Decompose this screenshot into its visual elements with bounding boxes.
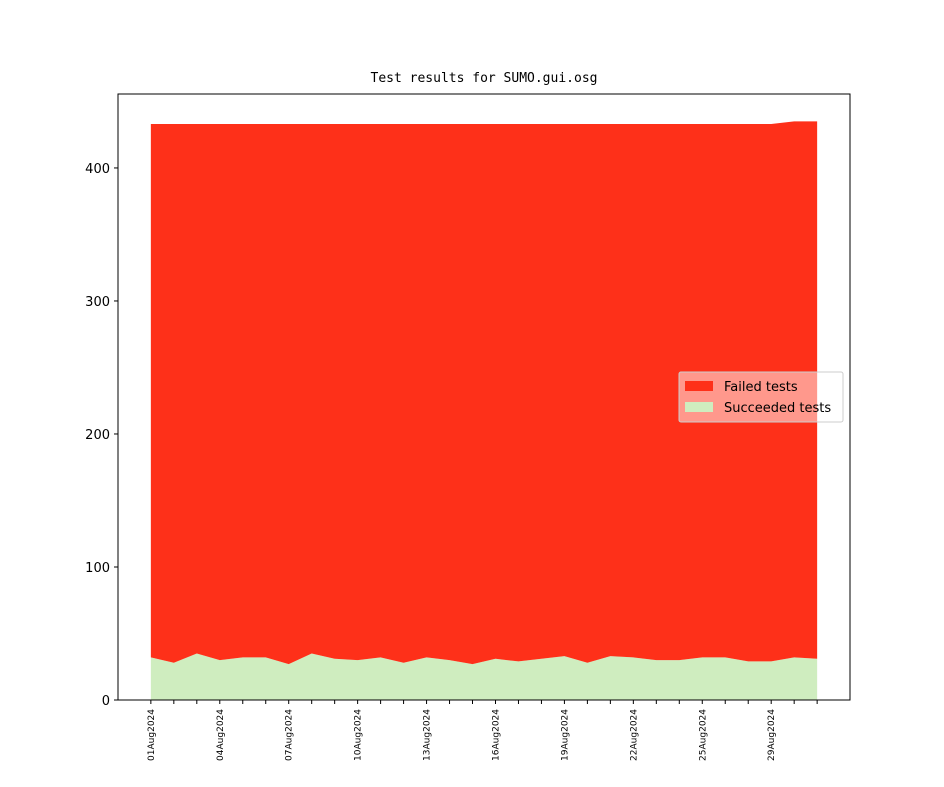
chart-title: Test results for SUMO.gui.osg: [371, 71, 598, 86]
x-tick-label: 10Aug2024: [354, 709, 364, 761]
x-tick-label: 19Aug2024: [560, 709, 570, 761]
area: [150, 653, 818, 700]
y-tick-label: 200: [85, 428, 110, 443]
legend-swatch: [685, 402, 713, 412]
legend-label: Failed tests: [724, 380, 798, 395]
x-tick-label: 13Aug2024: [423, 709, 433, 761]
x-tick-label: 29Aug2024: [767, 709, 777, 761]
y-tick-label: 400: [85, 162, 110, 177]
x-tick-label: 16Aug2024: [491, 709, 501, 761]
plot-frame: [117, 93, 851, 701]
x-tick-label: 01Aug2024: [147, 709, 157, 761]
legend-swatch: [685, 381, 713, 391]
y-tick-label: 0: [102, 694, 110, 709]
x-tick-label: 07Aug2024: [285, 709, 295, 761]
legend-box: [678, 371, 844, 423]
x-tick-label: 22Aug2024: [629, 709, 639, 761]
x-tick-label: 25Aug2024: [698, 709, 708, 761]
legend: Failed tests Succeeded tests: [678, 371, 844, 423]
area: [150, 121, 818, 665]
y-tick-label: 100: [85, 561, 110, 576]
legend-label: Succeeded tests: [724, 401, 831, 416]
y-tick-label: 300: [85, 295, 110, 310]
x-tick-label: 04Aug2024: [216, 709, 226, 761]
